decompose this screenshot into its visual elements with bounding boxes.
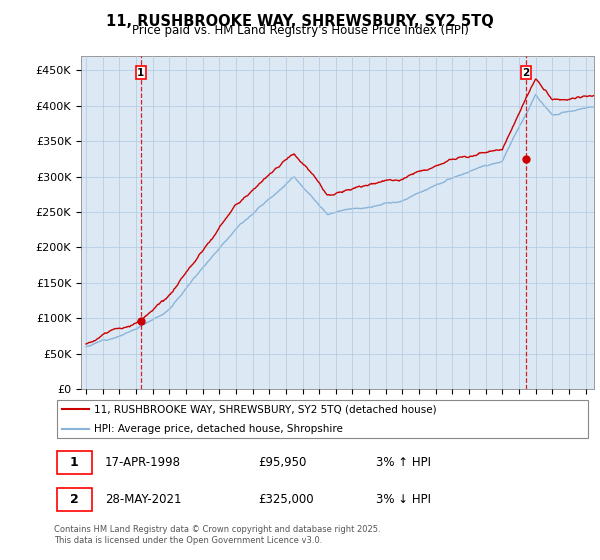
Text: 2: 2 — [522, 68, 530, 78]
Text: 2: 2 — [70, 493, 79, 506]
Text: HPI: Average price, detached house, Shropshire: HPI: Average price, detached house, Shro… — [94, 424, 343, 434]
FancyBboxPatch shape — [56, 488, 92, 511]
Text: £95,950: £95,950 — [258, 456, 307, 469]
Text: 3% ↓ HPI: 3% ↓ HPI — [376, 493, 431, 506]
Text: £325,000: £325,000 — [258, 493, 314, 506]
Text: 1: 1 — [137, 68, 145, 78]
Text: Contains HM Land Registry data © Crown copyright and database right 2025.
This d: Contains HM Land Registry data © Crown c… — [54, 525, 380, 545]
Text: 3% ↑ HPI: 3% ↑ HPI — [376, 456, 431, 469]
FancyBboxPatch shape — [56, 451, 92, 474]
Text: 11, RUSHBROOKE WAY, SHREWSBURY, SY2 5TQ (detached house): 11, RUSHBROOKE WAY, SHREWSBURY, SY2 5TQ … — [94, 404, 437, 414]
Text: 28-MAY-2021: 28-MAY-2021 — [105, 493, 182, 506]
Text: 11, RUSHBROOKE WAY, SHREWSBURY, SY2 5TQ: 11, RUSHBROOKE WAY, SHREWSBURY, SY2 5TQ — [106, 14, 494, 29]
FancyBboxPatch shape — [56, 400, 589, 437]
Text: 17-APR-1998: 17-APR-1998 — [105, 456, 181, 469]
Text: Price paid vs. HM Land Registry's House Price Index (HPI): Price paid vs. HM Land Registry's House … — [131, 24, 469, 37]
Text: 1: 1 — [70, 456, 79, 469]
